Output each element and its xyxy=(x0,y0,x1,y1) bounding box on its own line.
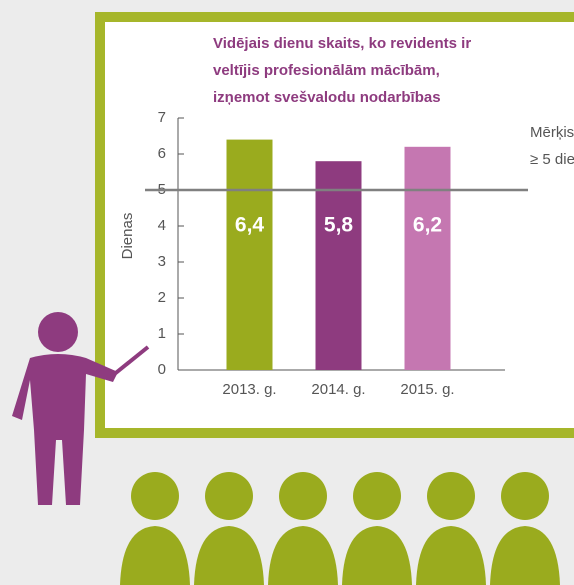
audience xyxy=(120,472,560,585)
value-label: 5,8 xyxy=(324,214,354,237)
y-tick-label: 4 xyxy=(158,217,166,234)
y-tick-label: 1 xyxy=(158,325,166,342)
bar xyxy=(315,161,362,370)
bar xyxy=(404,146,451,370)
bar xyxy=(226,139,273,370)
y-tick-label: 6 xyxy=(158,145,166,162)
y-tick-label: 7 xyxy=(158,109,166,126)
y-tick-label: 0 xyxy=(158,361,166,378)
title-line: veltījis profesionālām mācībām, xyxy=(213,62,440,79)
value-label: 6,2 xyxy=(413,214,442,237)
x-tick-label: 2015. g. xyxy=(400,381,454,398)
value-label: 6,4 xyxy=(235,214,265,237)
target-label: ≥ 5 dienas xyxy=(530,151,574,168)
x-tick-label: 2014. g. xyxy=(311,381,365,398)
target-label: Mērķis xyxy=(530,124,574,141)
x-tick-label: 2013. g. xyxy=(222,381,276,398)
title-line: izņemot svešvalodu nodarbības xyxy=(213,89,441,106)
y-tick-label: 2 xyxy=(158,289,166,306)
presenter xyxy=(12,312,150,505)
y-axis-label: Dienas xyxy=(119,213,136,260)
y-tick-label: 3 xyxy=(158,253,166,270)
title-line: Vidējais dienu skaits, ko revidents ir xyxy=(213,35,471,52)
